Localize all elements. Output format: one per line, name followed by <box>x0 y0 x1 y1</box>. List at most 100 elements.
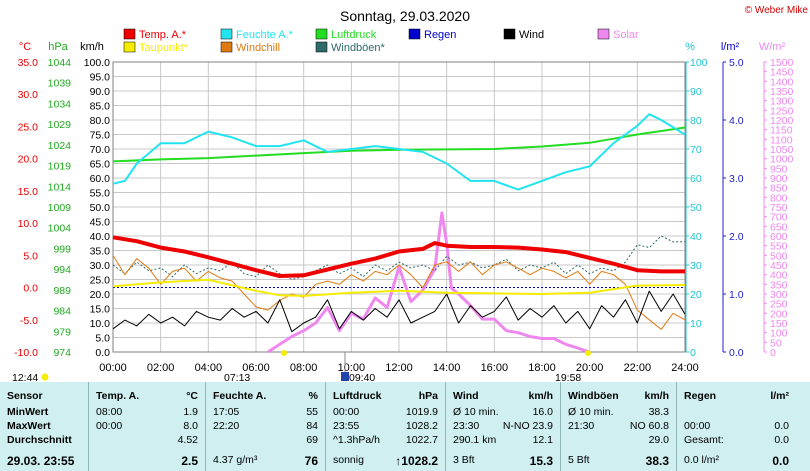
humidity-axis-tick: 90 <box>690 86 702 98</box>
stats-current-label: 5 Bft <box>568 454 590 466</box>
weather-chart: Sonntag, 29.03.2020 © Weber Mike Temp. A.*… <box>12 5 808 382</box>
legend-swatch <box>123 41 136 53</box>
solar-axis-tick: 900 <box>770 173 788 185</box>
stats-column-unit: % <box>308 390 318 402</box>
wind-axis-tick: 80.0 <box>90 115 111 127</box>
solar-axis-tick: 1500 <box>770 57 794 69</box>
axis-unit-wind: km/h <box>80 41 104 53</box>
stats-cell-label: Gesamt: <box>684 434 724 446</box>
stats-column-unit: °C <box>186 390 198 402</box>
stats-cell-value: 0.0 <box>774 434 789 446</box>
axis-unit-temp: °C <box>19 41 31 53</box>
legend-label: Luftdruck <box>331 29 377 41</box>
stats-cell-label: 21:30 <box>568 420 595 432</box>
stats-cell-value: 4.52 <box>177 434 198 446</box>
stats-column: Luftdruck hPa 00:00 1019.9 23:55 1028.2 ^1.3hP… <box>325 382 446 471</box>
stats-row-label: Durchschnitt <box>7 434 72 446</box>
x-tick-label: 10:00 <box>338 362 366 374</box>
humidity-axis-tick: 40 <box>690 231 702 243</box>
stats-table: Sensor MinWert MaxWert Durchschnitt 29.03. 2… <box>0 382 810 471</box>
wind-axis-tick: 75.0 <box>90 130 111 142</box>
wind-axis-tick: 10.0 <box>90 318 111 330</box>
x-tick-label: 16:00 <box>481 362 509 374</box>
wind-axis-tick: 65.0 <box>90 159 111 171</box>
stats-cell-label: 00:00 <box>96 420 123 432</box>
stats-current-time: 29.03. 23:55 <box>7 454 75 468</box>
temp-axis-tick: 25.0 <box>18 121 39 133</box>
legend-label: Feuchte A.* <box>236 29 294 41</box>
series-feuchtea <box>112 113 686 191</box>
stats-cell-value: 1019.9 <box>405 406 438 418</box>
x-tick-label: 04:00 <box>195 362 223 374</box>
rain-axis-tick: 4.0 <box>729 115 744 127</box>
temp-axis-tick: 15.0 <box>18 186 39 198</box>
stats-cell-value: N-NO 23.9 <box>502 420 553 432</box>
stats-current-label: 0.0 l/m² <box>684 454 720 466</box>
pressure-axis-tick: 1009 <box>48 202 72 214</box>
stats-cell-label: 00:00 <box>684 420 711 432</box>
x-tick-label: 02:00 <box>147 362 175 374</box>
stats-column-title: Feuchte A. <box>213 390 267 402</box>
wind-axis-tick: 5.0 <box>95 333 110 345</box>
stats-cell-value: 84 <box>306 420 318 432</box>
wind-axis-tick: 35.0 <box>90 246 111 258</box>
stats-cell-value: 16.0 <box>532 406 553 418</box>
stats-column-title: Regen <box>684 390 717 402</box>
solar-axis-tick: 550 <box>770 241 788 253</box>
legend-swatch <box>220 28 233 40</box>
stats-current-value: 0.0 <box>772 454 789 468</box>
solar-axis-tick: 1400 <box>770 76 794 88</box>
marker-label: 12:44 <box>12 372 38 382</box>
stats-column: Temp. A. °C 08:00 1.9 00:00 8.0 4.52 2.5 <box>88 382 206 471</box>
solar-axis-tick: 100 <box>770 328 788 340</box>
solar-axis-tick: 0 <box>770 347 776 359</box>
stats-column: Regen l/m² 00:00 0.0 Gesamt: 0.0 0.0 l/m² 0.0 <box>676 382 797 471</box>
wind-axis-tick: 100.0 <box>84 57 110 69</box>
solar-axis-tick: 50 <box>770 337 782 349</box>
stats-current-value: 76 <box>304 454 318 468</box>
pressure-axis-tick: 1034 <box>48 98 72 110</box>
solar-axis-tick: 150 <box>770 318 788 330</box>
temp-axis-tick: 30.0 <box>18 89 39 101</box>
solar-axis-tick: 250 <box>770 299 788 311</box>
stats-current-value: ↑1028.2 <box>395 454 438 468</box>
solar-axis-tick: 1150 <box>770 125 793 137</box>
wind-axis-tick: 50.0 <box>90 202 111 214</box>
humidity-axis-tick: 20 <box>690 289 702 301</box>
x-tick-label: 18:00 <box>528 362 556 374</box>
marker-label: 07:13 <box>224 372 250 382</box>
stats-cell-value: 1028.2 <box>405 420 438 432</box>
series-taupunkt <box>112 278 686 297</box>
x-tick-label: 14:00 <box>433 362 461 374</box>
legend-swatch <box>597 28 610 40</box>
legend-swatch <box>503 28 516 40</box>
wind-axis-tick: 45.0 <box>90 217 111 229</box>
x-tick-label: 12:00 <box>385 362 413 374</box>
legend-label: Wind <box>519 29 544 41</box>
legend-label: Solar <box>613 29 639 41</box>
pressure-axis-tick: 984 <box>53 306 71 318</box>
wind-axis-tick: 70.0 <box>90 144 111 156</box>
solar-axis-tick: 1200 <box>770 115 794 127</box>
stats-cell-value: 55 <box>306 406 318 418</box>
solar-axis-tick: 600 <box>770 231 788 243</box>
pressure-axis-tick: 1014 <box>48 181 72 193</box>
pressure-axis-tick: 1019 <box>48 161 72 173</box>
stats-cell-label: 23:55 <box>333 420 360 432</box>
axis-unit-pressure: hPa <box>48 41 68 53</box>
stats-column-unit: km/h <box>644 390 669 402</box>
temp-axis-tick: -10.0 <box>14 347 38 359</box>
solar-axis-tick: 750 <box>770 202 788 214</box>
stats-cell-value: 1.9 <box>183 406 198 418</box>
pressure-axis-tick: 989 <box>53 285 71 297</box>
stats-row-label: MinWert <box>7 406 49 418</box>
temp-axis-tick: 20.0 <box>18 154 39 166</box>
stats-column-title: Temp. A. <box>96 390 140 402</box>
stats-cell-label: ^1.3hPa/h <box>333 434 380 446</box>
stats-cell-value: 69 <box>306 434 318 446</box>
stats-column: Feuchte A.% 17:05 55 22:20 84 69 4.37 g/m³ 76 <box>205 382 326 471</box>
solar-axis-tick: 1450 <box>770 67 794 79</box>
solar-axis-tick: 1250 <box>770 105 794 117</box>
legend-swatch <box>123 28 136 40</box>
pressure-axis-tick: 1004 <box>48 223 72 235</box>
